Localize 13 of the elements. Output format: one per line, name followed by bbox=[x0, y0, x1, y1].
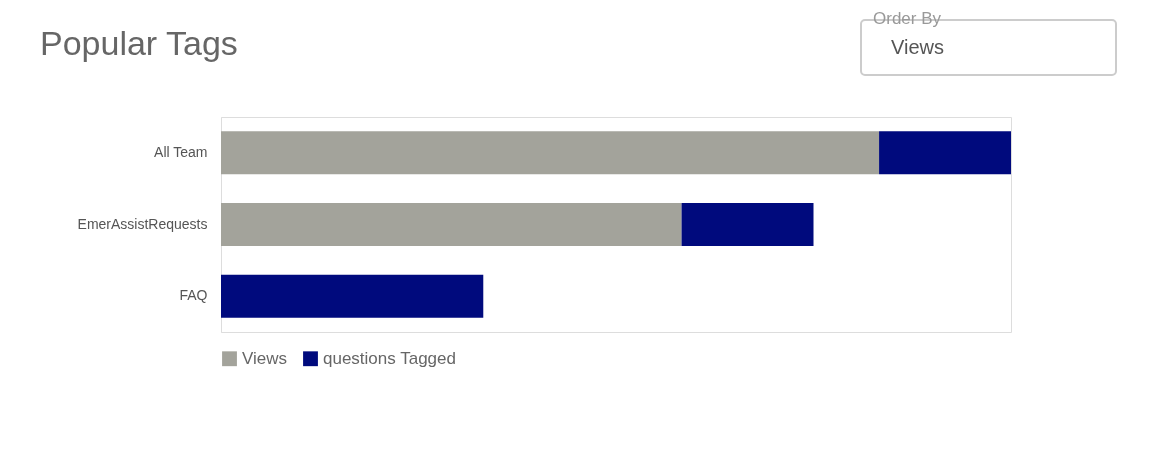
y-tick-label: All Team bbox=[154, 143, 208, 160]
legend-label: questions Tagged bbox=[323, 348, 456, 368]
legend-label: Views bbox=[242, 348, 288, 368]
chart-title: Popular Tags bbox=[40, 24, 238, 62]
text: Views bbox=[891, 36, 944, 58]
bar bbox=[221, 131, 880, 175]
y-tick-label: FAQ bbox=[179, 287, 208, 304]
bar bbox=[221, 274, 484, 318]
bar bbox=[221, 203, 682, 246]
y-tick-label: EmerAssistRequests bbox=[77, 215, 208, 232]
bar bbox=[879, 131, 1011, 175]
bar bbox=[681, 203, 814, 246]
text: Order By bbox=[873, 9, 942, 28]
